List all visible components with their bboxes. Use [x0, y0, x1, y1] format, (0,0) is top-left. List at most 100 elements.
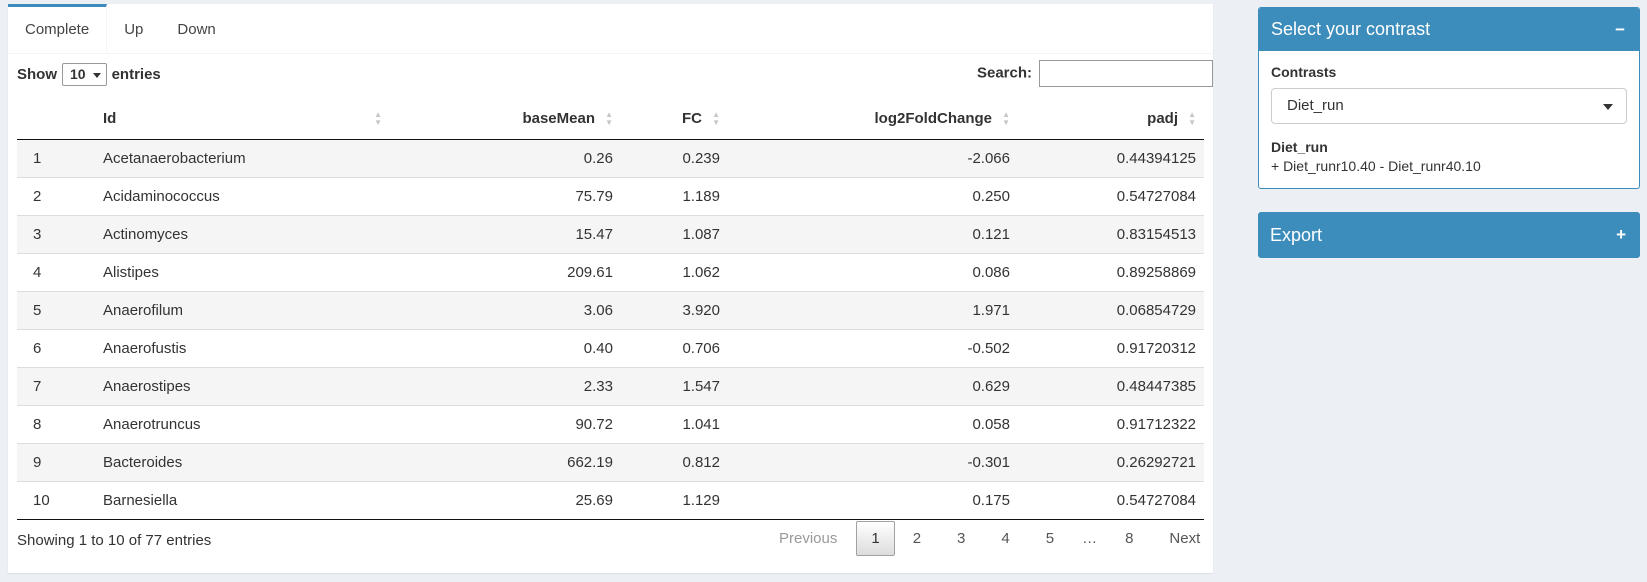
show-label: Show	[17, 66, 57, 83]
cell-index: 6	[17, 329, 95, 368]
cell-log2fc: 0.250	[728, 177, 1018, 216]
cell-fc: 1.129	[621, 481, 728, 520]
search-input[interactable]	[1039, 60, 1213, 87]
sidebar: Select your contrast − Contrasts Diet_ru…	[1258, 7, 1640, 258]
plus-icon: +	[1616, 225, 1626, 244]
table-row: 4 Alistipes 209.61 1.062 0.086 0.89258869	[17, 253, 1204, 292]
cell-padj: 0.26292721	[1018, 443, 1204, 482]
pagination: Previous 1 2 3 4 5 … 8 Next	[760, 521, 1218, 556]
expand-button[interactable]: +	[1608, 212, 1634, 258]
export-box-title: Export	[1270, 225, 1323, 245]
cell-baseMean: 3.06	[390, 291, 621, 330]
table-row: 8 Anaerotruncus 90.72 1.041 0.058 0.91712322	[17, 405, 1204, 444]
pagination-next[interactable]: Next	[1169, 530, 1201, 547]
entries-label: entries	[111, 66, 161, 83]
cell-fc: 1.189	[621, 177, 728, 216]
contrast-box: Select your contrast − Contrasts Diet_ru…	[1258, 7, 1640, 189]
cell-fc: 0.706	[621, 329, 728, 368]
table-row: 7 Anaerostipes 2.33 1.547 0.629 0.48447385	[17, 367, 1204, 406]
cell-id: Anaerostipes	[95, 367, 390, 406]
cell-log2fc: -0.301	[728, 443, 1018, 482]
cell-log2fc: 0.086	[728, 253, 1018, 292]
tab-up[interactable]: Up	[124, 21, 144, 38]
cell-baseMean: 75.79	[390, 177, 621, 216]
sort-icon: ▲ ▼	[605, 109, 613, 127]
cell-index: 9	[17, 443, 95, 482]
contrast-name: Diet_run	[1271, 139, 1328, 155]
cell-fc: 1.041	[621, 405, 728, 444]
contrast-select-value: Diet_run	[1287, 97, 1344, 114]
table-row: 2 Acidaminococcus 75.79 1.189 0.250 0.5472708…	[17, 177, 1204, 216]
results-table: Id ▲ ▼ baseMean ▲ ▼ FC ▲ ▼ log2FoldChange ▲ ▼ padj ▲ ▼…	[17, 98, 1204, 520]
cell-baseMean: 15.47	[390, 215, 621, 254]
cell-log2fc: 0.121	[728, 215, 1018, 254]
sort-icon: ▲ ▼	[1188, 109, 1196, 127]
pagination-page-5[interactable]: 5	[1045, 530, 1055, 547]
pagination-page-4[interactable]: 4	[1001, 530, 1010, 547]
cell-fc: 1.062	[621, 253, 728, 292]
minus-icon: −	[1615, 20, 1625, 39]
cell-index: 10	[17, 481, 95, 520]
cell-log2fc: -0.502	[728, 329, 1018, 368]
column-header-padj[interactable]: padj ▲ ▼	[1018, 98, 1204, 140]
sort-icon: ▲ ▼	[712, 109, 720, 127]
contrast-formula: + Diet_runr10.40 - Diet_runr40.10	[1271, 158, 1481, 174]
pagination-page-8[interactable]: 8	[1125, 530, 1134, 547]
column-header-baseMean[interactable]: baseMean ▲ ▼	[390, 98, 621, 140]
caret-down-icon	[92, 73, 101, 78]
export-box: Export +	[1258, 212, 1640, 258]
cell-fc: 3.920	[621, 291, 728, 330]
contrast-box-title: Select your contrast	[1271, 19, 1431, 39]
cell-id: Anaerotruncus	[95, 405, 390, 444]
cell-index: 3	[17, 215, 95, 254]
column-header-log2FoldChange[interactable]: log2FoldChange ▲ ▼	[728, 98, 1018, 140]
cell-index: 8	[17, 405, 95, 444]
cell-index: 2	[17, 177, 95, 216]
cell-padj: 0.44394125	[1116, 150, 1196, 167]
cell-padj: 0.91712322	[1018, 405, 1204, 444]
cell-padj: 0.54727084	[1018, 177, 1204, 216]
pagination-previous[interactable]: Previous	[779, 530, 838, 547]
cell-id: Alistipes	[95, 253, 390, 292]
tab-complete[interactable]: Complete	[8, 4, 108, 52]
contrast-box-header: Select your contrast −	[1259, 8, 1639, 51]
pagination-page-1[interactable]: 1	[856, 521, 895, 556]
cell-baseMean: 90.72	[390, 405, 621, 444]
contrast-box-body: Contrasts Diet_run Diet_run + Diet_runr1…	[1259, 51, 1639, 188]
cell-fc: 1.547	[621, 367, 728, 406]
cell-padj: 0.48447385	[1018, 367, 1204, 406]
tab-down[interactable]: Down	[177, 21, 216, 38]
column-header-row-index	[17, 98, 95, 140]
cell-id: Acetanaerobacterium	[103, 150, 246, 167]
contrast-select[interactable]: Diet_run	[1271, 88, 1627, 124]
cell-log2fc: 0.058	[728, 405, 1018, 444]
collapse-button[interactable]: −	[1607, 8, 1633, 51]
results-panel: Complete Up Down Show 10 entries Search: Id ▲…	[8, 4, 1213, 573]
cell-baseMean: 0.26	[583, 150, 613, 167]
search-label: Search:	[976, 64, 1032, 82]
table-row: 5 Anaerofilum 3.06 3.920 1.971 0.06854729	[17, 291, 1204, 330]
table-search-control: Search:	[977, 60, 1213, 87]
cell-baseMean: 2.33	[390, 367, 621, 406]
column-header-Id[interactable]: Id ▲ ▼	[95, 98, 390, 140]
table-length-control: Show 10 entries	[17, 63, 161, 86]
sort-icon: ▲ ▼	[374, 109, 382, 127]
entries-select[interactable]: 10	[62, 63, 107, 86]
cell-fc: 0.239	[682, 150, 720, 167]
cell-padj: 0.83154513	[1018, 215, 1204, 254]
table-row: 3 Actinomyces 15.47 1.087 0.121 0.83154513	[17, 215, 1204, 254]
cell-log2fc: -2.066	[967, 150, 1010, 167]
table-row: 1 Acetanaerobacterium 0.26 0.239 -2.066 0.443…	[17, 139, 1204, 178]
tab-bar: Complete Up Down	[8, 4, 1213, 54]
column-header-FC[interactable]: FC ▲ ▼	[621, 98, 728, 140]
cell-log2fc: 1.971	[728, 291, 1018, 330]
cell-index: 5	[17, 291, 95, 330]
pagination-page-3[interactable]: 3	[957, 530, 966, 547]
cell-baseMean: 25.69	[390, 481, 621, 520]
cell-log2fc: 0.175	[728, 481, 1018, 520]
pagination-page-2[interactable]: 2	[912, 530, 922, 547]
cell-baseMean: 0.40	[390, 329, 621, 368]
cell-id: Acidaminococcus	[95, 177, 390, 216]
cell-baseMean: 209.61	[390, 253, 621, 292]
table-row: 9 Bacteroides 662.19 0.812 -0.301 0.26292721	[17, 443, 1204, 482]
